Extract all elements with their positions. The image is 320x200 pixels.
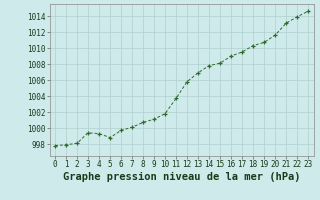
X-axis label: Graphe pression niveau de la mer (hPa): Graphe pression niveau de la mer (hPa) [63, 172, 300, 182]
